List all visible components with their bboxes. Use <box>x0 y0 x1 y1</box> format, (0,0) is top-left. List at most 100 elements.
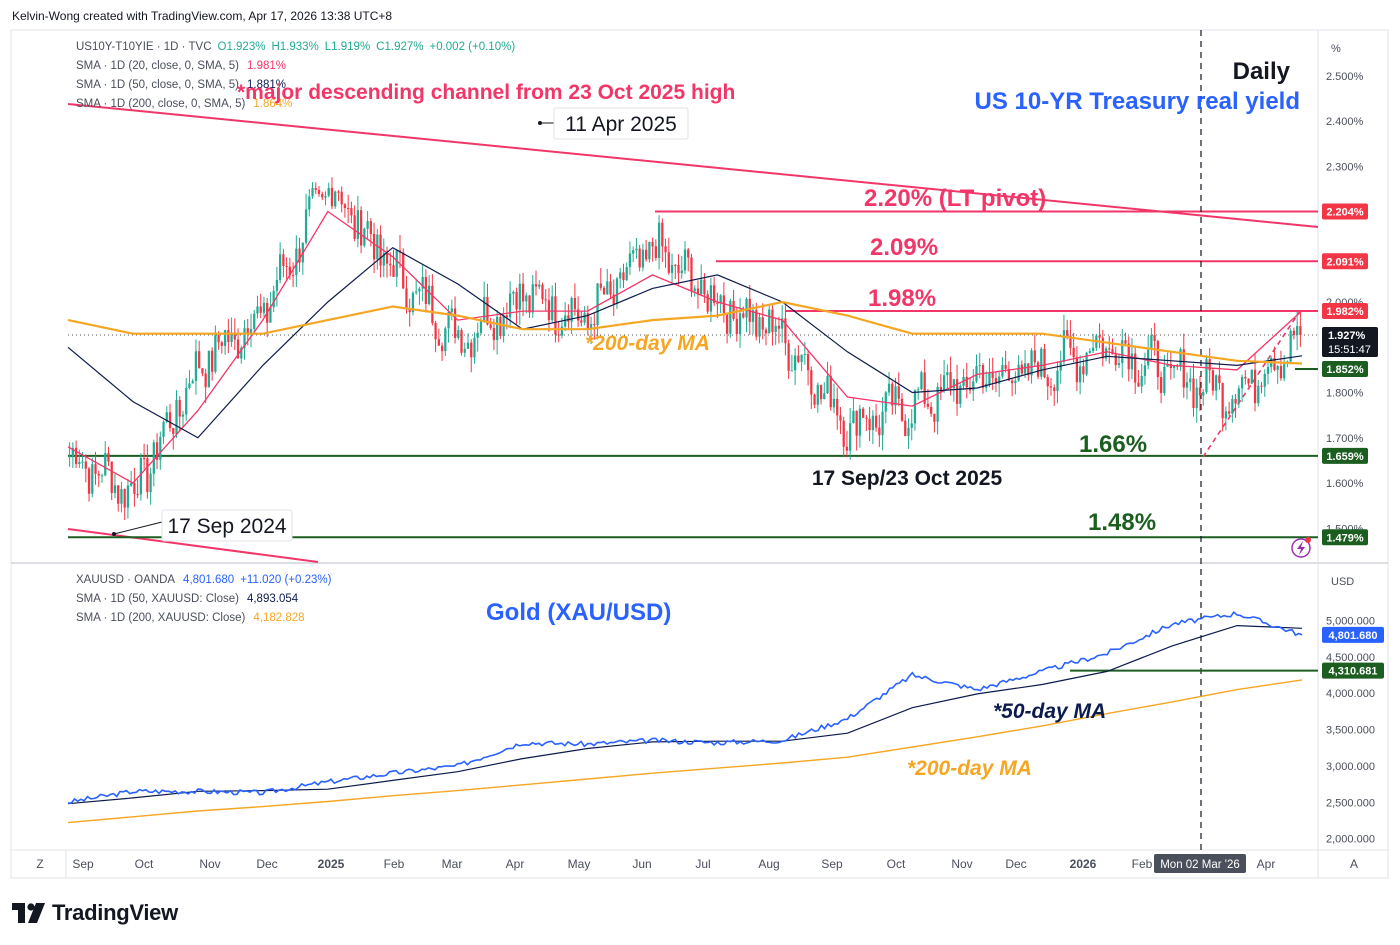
candle-body <box>424 276 428 304</box>
cursor-date-label: Mon 02 Mar '26 <box>1160 859 1240 871</box>
time-axis-label: Feb <box>1132 857 1153 871</box>
candle-body <box>771 309 774 332</box>
candle-body <box>713 285 716 303</box>
candle-body <box>330 188 334 207</box>
tag-209-bg <box>1322 253 1368 270</box>
candle-body <box>285 266 288 268</box>
candle-body <box>512 291 515 294</box>
candle-body <box>894 386 897 406</box>
tradingview-logo[interactable]: TradingView <box>12 900 178 926</box>
candle-body <box>709 285 713 312</box>
gold-axis-tick: 3,000.000 <box>1326 761 1375 773</box>
candle-body <box>849 423 852 451</box>
candle-body <box>942 375 946 392</box>
candle-body <box>1159 377 1163 394</box>
candle-body <box>706 294 709 312</box>
candle-body <box>700 279 703 295</box>
tag-209-label: 2.091% <box>1326 256 1364 268</box>
candle-body <box>797 355 800 362</box>
candle-body <box>191 380 194 384</box>
candle-body <box>437 339 440 346</box>
candle-body <box>677 264 680 274</box>
yield-title: US 10-YR Treasury real yield <box>975 88 1301 115</box>
candle-body <box>240 347 243 359</box>
uptrend-support-line <box>1202 307 1303 458</box>
candle-body <box>479 321 483 333</box>
candle-body <box>172 428 175 434</box>
lightning-icon[interactable] <box>1291 537 1311 558</box>
candle-body <box>910 423 913 428</box>
yield-ma200-label: *200-day MA <box>585 332 710 355</box>
candle-body <box>269 307 272 323</box>
candle-body <box>978 365 981 367</box>
candle-body <box>874 415 878 428</box>
candle-body <box>836 399 839 416</box>
gold-tag-last-label: 4,801.680 <box>1329 630 1378 642</box>
candle-body <box>1062 330 1066 362</box>
yield-legend-close: C1.927% <box>376 41 423 53</box>
candle-body <box>505 315 508 318</box>
candle-body <box>635 248 638 251</box>
yield-panel[interactable] <box>67 30 1319 850</box>
candle-body <box>1182 349 1185 388</box>
chart-frame <box>10 29 1389 879</box>
candle-body <box>632 250 635 254</box>
candle-body <box>207 350 211 388</box>
pivot-220-label: 2.20% (LT pivot) <box>864 185 1046 212</box>
candle-body <box>1234 399 1237 404</box>
gold-panel[interactable] <box>67 611 1318 824</box>
time-axis-label: Jun <box>632 857 651 871</box>
candle-body <box>142 458 146 460</box>
candle-body <box>68 456 71 458</box>
scroll-left-button[interactable]: Z <box>36 857 43 871</box>
candle-body <box>408 309 411 313</box>
candle-body <box>1036 362 1040 377</box>
candle-body <box>324 195 327 198</box>
candle-body <box>1227 411 1231 414</box>
candle-body <box>1117 362 1121 366</box>
sma50-legend-value: 1.881% <box>247 79 286 91</box>
candle-body <box>810 370 813 395</box>
candle-body <box>881 411 884 436</box>
candle-body <box>317 189 321 195</box>
candle-body <box>282 254 285 267</box>
gold-legend: XAUUSD · OANDA 4,801.680 +11.020 (+0.23%) … <box>76 574 332 624</box>
time-axis-label: May <box>568 857 591 871</box>
candle-body <box>418 288 421 292</box>
candle-body <box>210 350 214 372</box>
candle-body <box>136 494 139 496</box>
candle-body <box>389 263 392 266</box>
candle-body <box>1253 369 1257 404</box>
auto-scale-button[interactable]: A <box>1350 857 1358 871</box>
candle-body <box>981 365 985 388</box>
candle-body <box>1237 388 1240 404</box>
candle-body <box>1247 378 1250 384</box>
candle-body <box>648 241 651 260</box>
candle-body <box>816 384 819 405</box>
candle-body <box>641 249 645 268</box>
yield-axis-tick: 1.800% <box>1326 388 1364 400</box>
time-axis-label: Sep <box>821 857 843 871</box>
candle-body <box>359 210 363 246</box>
candle-body <box>534 284 538 287</box>
candle-body <box>1130 353 1134 370</box>
candle-body <box>376 234 379 260</box>
tag-last-label: 1.927% <box>1328 330 1366 342</box>
candle-body <box>402 252 405 289</box>
candle-body <box>933 413 936 422</box>
candle-body <box>126 485 130 508</box>
candle-body <box>839 415 842 421</box>
candle-body <box>819 384 823 400</box>
candle-body <box>483 296 486 322</box>
candle-body <box>499 316 502 336</box>
candle-body <box>1007 368 1011 381</box>
svg-text:SMA · 1D (200, close, 0, SMA,: SMA · 1D (200, close, 0, SMA, 5) 1.864% <box>76 98 292 110</box>
candle-body <box>729 300 732 334</box>
candle-body <box>508 293 512 318</box>
candle-body <box>327 188 330 196</box>
candle-body <box>71 447 74 457</box>
candle-body <box>1114 354 1117 366</box>
yield-axis-tick: 1.600% <box>1326 478 1364 490</box>
candle-body <box>693 288 696 292</box>
